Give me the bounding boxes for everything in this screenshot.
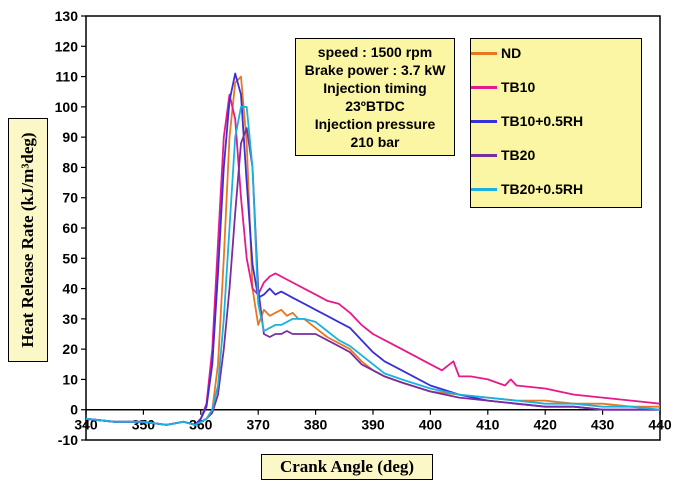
condition-line: Injection timing	[323, 80, 427, 96]
y-tick-label: 70	[62, 190, 78, 206]
legend-label: TB20	[501, 147, 536, 163]
condition-line: Brake power : 3.7 kW	[304, 62, 446, 78]
y-tick-label: 50	[62, 250, 78, 266]
x-tick-label: 430	[591, 417, 615, 433]
legend-item: TB20+0.5RH	[471, 179, 583, 199]
x-tick-label: 340	[74, 417, 98, 433]
y-tick-label: 20	[62, 341, 78, 357]
series-line	[85, 127, 660, 426]
x-tick-label: 410	[476, 417, 500, 433]
y-tick-label: 80	[62, 159, 78, 175]
y-tick-label: 120	[55, 38, 79, 54]
series-line	[85, 72, 660, 426]
y-tick-label: 30	[62, 311, 78, 327]
y-axis-label-container: Heat Release Rate (kJ/m³deg)	[8, 118, 48, 362]
y-axis-label: Heat Release Rate (kJ/m³deg)	[8, 118, 48, 362]
legend-item: TB10+0.5RH	[471, 111, 583, 131]
condition-line: 210 bar	[350, 134, 400, 150]
operating-conditions-box: speed : 1500 rpm Brake power : 3.7 kW In…	[295, 38, 455, 156]
legend-label: TB20+0.5RH	[501, 181, 584, 197]
x-tick-label: 360	[189, 417, 213, 433]
legend-swatch	[471, 153, 497, 157]
legend-label: ND	[501, 45, 522, 61]
x-axis-label: Crank Angle (deg)	[261, 454, 433, 480]
legend-swatch	[471, 51, 497, 55]
x-tick-label: 370	[247, 417, 271, 433]
y-tick-label: 10	[62, 371, 78, 387]
x-tick-label: 380	[304, 417, 328, 433]
y-tick-label: 90	[62, 129, 78, 145]
y-tick-label: 130	[55, 8, 79, 24]
legend-label: TB10+0.5RH	[501, 113, 584, 129]
x-tick-label: 390	[361, 417, 385, 433]
x-tick-label: 350	[132, 417, 156, 433]
legend-label: TB10	[501, 79, 536, 95]
x-tick-label: 420	[534, 417, 558, 433]
y-tick-label: 100	[55, 99, 79, 115]
legend-swatch	[471, 119, 497, 123]
legend-item: ND	[471, 43, 521, 63]
condition-line: speed : 1500 rpm	[317, 44, 433, 60]
legend-item: TB20	[471, 145, 535, 165]
x-tick-label: 400	[419, 417, 443, 433]
condition-line: Injection pressure	[314, 116, 436, 132]
y-tick-label: 110	[55, 69, 78, 85]
legend-swatch	[471, 187, 497, 191]
y-tick-label: -10	[58, 432, 78, 448]
legend: ND TB10 TB10+0.5RH TB20 TB20+0.5RH	[470, 38, 642, 208]
legend-swatch	[471, 85, 497, 89]
y-tick-label: 40	[62, 281, 78, 297]
x-tick-label: 440	[648, 417, 672, 433]
series-line	[85, 93, 661, 426]
y-tick-label: 60	[62, 220, 78, 236]
condition-line: 23ºBTDC	[345, 98, 405, 114]
y-tick-label: 0	[70, 402, 78, 418]
series-line	[85, 106, 661, 426]
legend-item: TB10	[471, 77, 535, 97]
